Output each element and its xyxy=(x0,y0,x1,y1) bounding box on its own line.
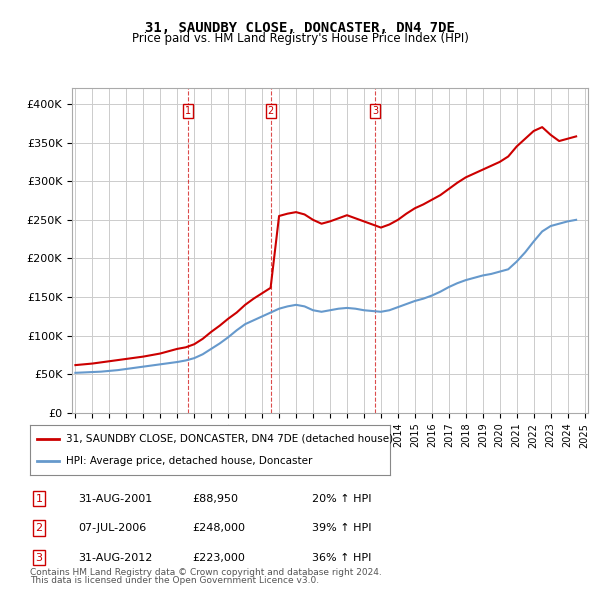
Text: 31-AUG-2001: 31-AUG-2001 xyxy=(78,494,152,503)
Text: £88,950: £88,950 xyxy=(192,494,238,503)
Text: 31, SAUNDBY CLOSE, DONCASTER, DN4 7DE: 31, SAUNDBY CLOSE, DONCASTER, DN4 7DE xyxy=(145,21,455,35)
Text: 1: 1 xyxy=(185,106,191,116)
Text: £248,000: £248,000 xyxy=(192,523,245,533)
Text: 07-JUL-2006: 07-JUL-2006 xyxy=(78,523,146,533)
Text: 36% ↑ HPI: 36% ↑ HPI xyxy=(312,553,371,562)
Text: 31, SAUNDBY CLOSE, DONCASTER, DN4 7DE (detached house): 31, SAUNDBY CLOSE, DONCASTER, DN4 7DE (d… xyxy=(66,434,393,444)
Text: 2: 2 xyxy=(35,523,43,533)
Text: Price paid vs. HM Land Registry's House Price Index (HPI): Price paid vs. HM Land Registry's House … xyxy=(131,32,469,45)
Text: 20% ↑ HPI: 20% ↑ HPI xyxy=(312,494,371,503)
Text: 31-AUG-2012: 31-AUG-2012 xyxy=(78,553,152,562)
Text: 3: 3 xyxy=(372,106,378,116)
Text: 2: 2 xyxy=(268,106,274,116)
Text: This data is licensed under the Open Government Licence v3.0.: This data is licensed under the Open Gov… xyxy=(30,576,319,585)
Text: 1: 1 xyxy=(35,494,43,503)
Text: Contains HM Land Registry data © Crown copyright and database right 2024.: Contains HM Land Registry data © Crown c… xyxy=(30,568,382,577)
Text: 39% ↑ HPI: 39% ↑ HPI xyxy=(312,523,371,533)
Text: 3: 3 xyxy=(35,553,43,562)
Text: HPI: Average price, detached house, Doncaster: HPI: Average price, detached house, Donc… xyxy=(66,456,313,466)
Text: £223,000: £223,000 xyxy=(192,553,245,562)
